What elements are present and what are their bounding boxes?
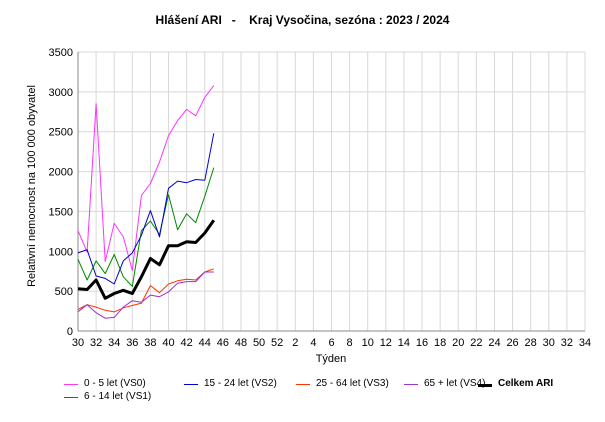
x-tick-label: 22 [470, 337, 482, 349]
y-tick-label: 3000 [49, 87, 73, 99]
y-tick-label: 1500 [49, 206, 73, 218]
x-tick-label: 46 [217, 337, 229, 349]
axes [77, 52, 585, 332]
x-tick-label: 32 [561, 337, 573, 349]
series-line-celkem-ari [77, 219, 216, 300]
x-tick-label: 48 [235, 337, 247, 349]
x-tick-label: 26 [506, 337, 518, 349]
x-tick-label: 38 [144, 337, 156, 349]
x-tick-label: 30 [72, 337, 84, 349]
x-tick-label: 18 [434, 337, 446, 349]
y-tick-label: 0 [67, 326, 73, 338]
series-line-0-5-let-vs0 [77, 85, 215, 271]
y-tick-label: 2500 [49, 127, 73, 139]
legend-swatch [296, 384, 310, 385]
y-tick-label: 1000 [49, 246, 73, 258]
x-tick-label: 8 [347, 337, 353, 349]
legend-swatch [184, 384, 198, 385]
legend-label: Celkem ARI [498, 378, 554, 389]
series-lines [77, 85, 216, 319]
legend-swatch [404, 384, 418, 385]
series-line-25-64-let-vs3 [77, 268, 214, 313]
x-tick-label: 12 [380, 337, 392, 349]
x-tick-label: 28 [525, 337, 537, 349]
tick-labels: 0 500 1000 1500 2000 2500 3000 3500 30 32 34 36 38 40… [49, 47, 592, 349]
series-line-6-14-let-vs1 [77, 167, 215, 287]
x-tick-label: 4 [310, 337, 316, 349]
x-tick-label: 14 [398, 337, 410, 349]
y-axis-title: Relativní nemocnost na 100 000 obyvatel [26, 85, 38, 287]
series-line-65-let-vs4 [77, 271, 214, 319]
x-tick-label: 30 [543, 337, 555, 349]
legend-swatch [478, 384, 492, 387]
x-axis-title: Týden [316, 353, 347, 365]
x-tick-label: 50 [253, 337, 265, 349]
x-tick-label: 24 [488, 337, 500, 349]
series-line-15-24-let-vs2 [77, 133, 215, 285]
x-tick-label: 42 [181, 337, 193, 349]
x-tick-label: 34 [108, 337, 120, 349]
x-tick-label: 40 [162, 337, 174, 349]
x-tick-label: 34 [579, 337, 591, 349]
legend-swatch [64, 397, 78, 398]
x-tick-label: 32 [90, 337, 102, 349]
x-tick-label: 6 [328, 337, 334, 349]
legend-label: 6 - 14 let (VS1) [84, 391, 152, 402]
legend: 0 - 5 let (VS0) 6 - 14 let (VS1) 15 - 24 l… [64, 378, 594, 418]
x-tick-label: 10 [362, 337, 374, 349]
x-tick-label: 16 [416, 337, 428, 349]
y-tick-label: 3500 [49, 47, 73, 59]
x-tick-label: 20 [452, 337, 464, 349]
legend-label: 15 - 24 let (VS2) [204, 378, 277, 389]
legend-label: 65 + let (VS4) [424, 378, 486, 389]
x-tick-label: 36 [126, 337, 138, 349]
x-tick-label: 52 [271, 337, 283, 349]
grid [78, 51, 586, 331]
y-tick-label: 500 [55, 286, 73, 298]
x-tick-label: 44 [199, 337, 211, 349]
x-tick-label: 2 [292, 337, 298, 349]
chart-title: Hlášení ARI - Kraj Vysočina, sezóna : 20… [155, 13, 450, 27]
legend-label: 25 - 64 let (VS3) [316, 378, 389, 389]
legend-label: 0 - 5 let (VS0) [84, 378, 146, 389]
legend-swatch [64, 384, 78, 385]
y-tick-label: 2000 [49, 167, 73, 179]
